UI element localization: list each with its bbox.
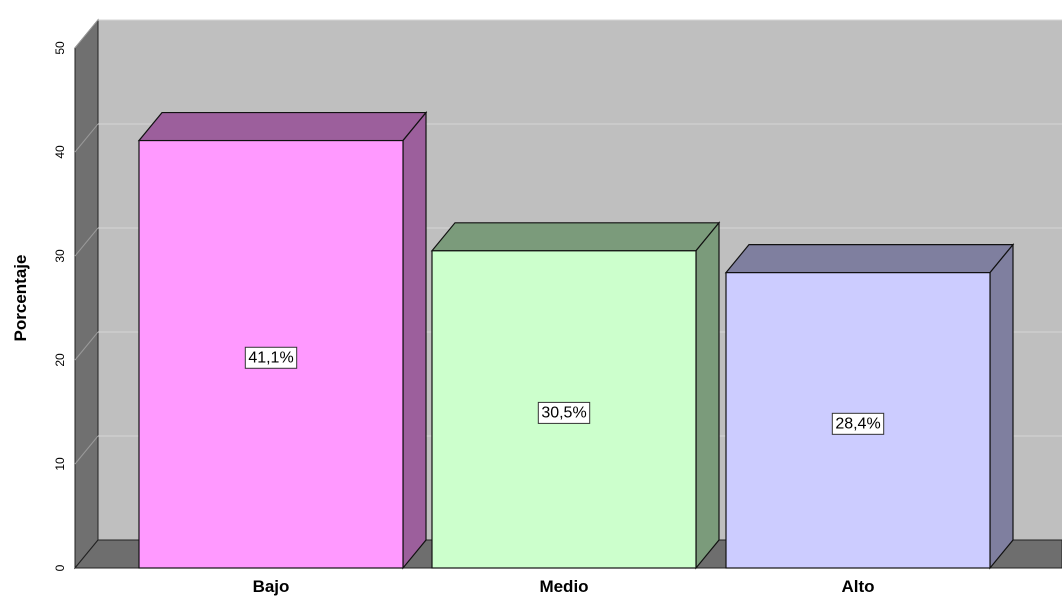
bar-alto: 28,4% (724, 242, 1015, 570)
side-wall (74, 18, 99, 570)
gridline-side (74, 435, 99, 465)
y-tick-label: 20 (53, 353, 67, 367)
data-label-text: 28,4% (835, 415, 880, 432)
gridline-side (74, 227, 99, 257)
y-tick-label: 50 (53, 41, 67, 55)
y-tick-label: 0 (53, 564, 67, 571)
bar-top (724, 244, 1015, 274)
y-tick-label: 10 (53, 457, 67, 471)
data-label-box (244, 346, 298, 369)
data-label-box (831, 412, 885, 435)
data-label: 41,1% (244, 346, 298, 369)
x-tick-label: Medio (539, 577, 588, 596)
bar-side (695, 221, 720, 570)
bar-medio: 30,5% (430, 221, 721, 570)
gridline-side (74, 123, 99, 153)
bar-side (402, 110, 427, 570)
y-tick-label: 40 (53, 145, 67, 159)
gridline-side (74, 19, 99, 49)
data-label-text: 30,5% (541, 404, 586, 421)
x-axis-labels: Bajo Medio Alto (253, 577, 875, 596)
bar-top (430, 222, 721, 252)
data-label: 28,4% (831, 412, 885, 435)
bar-side (989, 242, 1014, 570)
data-label-text: 41,1% (248, 349, 293, 366)
data-label: 30,5% (537, 401, 591, 424)
gridline-side (74, 331, 99, 361)
bars: 41,1% 30,5% 28,4% (137, 110, 1015, 570)
bar-top (137, 111, 428, 142)
y-axis-ticks: 0 10 20 30 40 50 (53, 41, 67, 571)
y-tick-label: 30 (53, 249, 67, 263)
x-tick-label: Alto (841, 577, 874, 596)
bar-bajo: 41,1% (137, 110, 428, 570)
x-tick-label: Bajo (253, 577, 290, 596)
data-label-box (537, 401, 591, 424)
y-axis-title: Porcentaje (11, 255, 30, 342)
